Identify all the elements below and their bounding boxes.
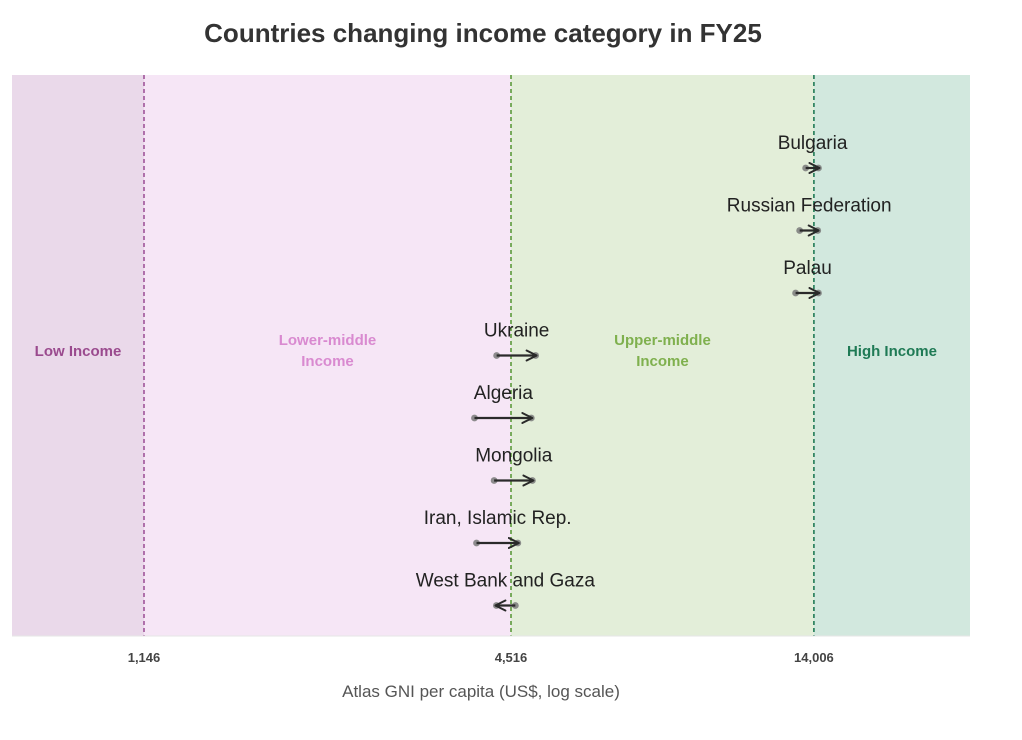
band-label: Low Income [35, 343, 122, 360]
country-label: Mongolia [475, 446, 553, 467]
x-tick-label: 14,006 [794, 650, 834, 665]
band-lower-middle-income [144, 75, 511, 636]
start-point [792, 289, 800, 297]
country-label: Iran, Islamic Rep. [424, 508, 572, 529]
country-label: Bulgaria [778, 133, 848, 154]
band-upper-middle-income [511, 75, 814, 636]
band-low-income [12, 75, 144, 636]
country-label: West Bank and Gaza [416, 571, 596, 592]
country-label: Ukraine [484, 321, 549, 342]
x-tick-label: 1,146 [128, 650, 161, 665]
x-axis-label: Atlas GNI per capita (US$, log scale) [342, 682, 620, 701]
band-high-income [813, 75, 970, 636]
band-label: Upper-middle Income [614, 332, 711, 370]
chart-title: Countries changing income category in FY… [204, 18, 762, 48]
start-point [802, 164, 810, 172]
country-label: Palau [783, 258, 832, 279]
country-label: Russian Federation [727, 196, 892, 217]
band-label: Lower-middle Income [279, 332, 377, 370]
start-point [796, 227, 804, 234]
band-label: High Income [847, 343, 937, 360]
country-label: Algeria [474, 383, 534, 404]
x-tick-label: 4,516 [495, 650, 528, 665]
